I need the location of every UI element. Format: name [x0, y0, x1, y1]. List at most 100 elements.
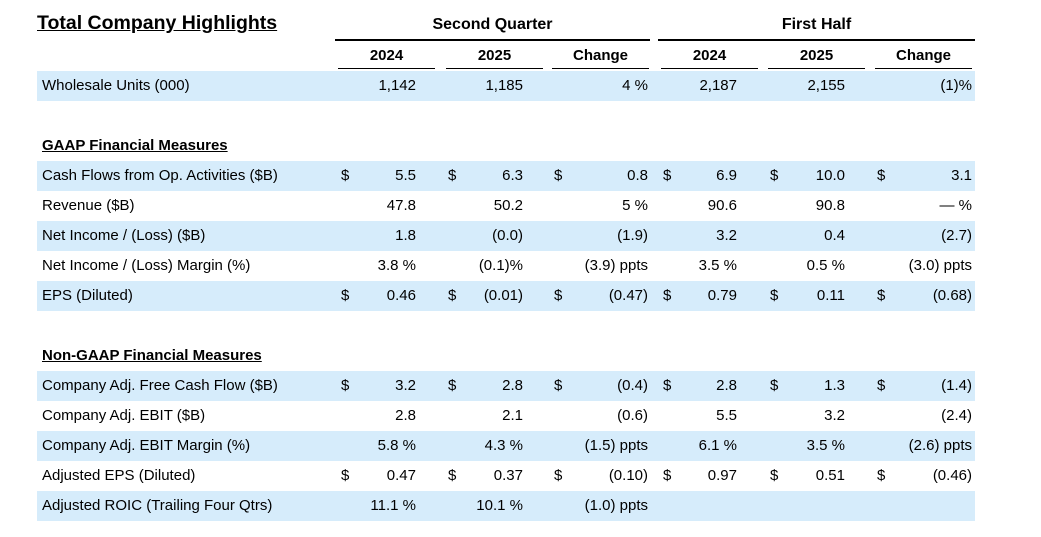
column-header: Change: [895, 47, 951, 64]
table-cell: 2.8: [502, 377, 523, 394]
currency-symbol: $: [663, 167, 672, 184]
currency-symbol: $: [341, 167, 350, 184]
group-rule-h1: [658, 39, 975, 41]
row-band: [37, 221, 975, 251]
table-cell: 1.3: [824, 377, 845, 394]
table-cell: 2,187: [699, 77, 737, 94]
table-cell: (1.9): [617, 227, 648, 244]
currency-symbol: $: [770, 467, 779, 484]
table-cell: (3.9) ppts: [584, 257, 648, 274]
currency-symbol: $: [341, 377, 350, 394]
row-label: Adjusted ROIC (Trailing Four Qtrs): [42, 497, 273, 514]
column-header: 2025: [799, 47, 834, 64]
page-title: Total Company Highlights: [37, 12, 278, 34]
table-cell: 3.2: [395, 377, 416, 394]
table-cell: 2,155: [807, 77, 845, 94]
table-cell: 5.5: [716, 407, 737, 424]
table-cell: 1.8: [395, 227, 416, 244]
column-header: 2024: [692, 47, 727, 64]
row-band: [37, 431, 975, 461]
table-cell: 5.8 %: [377, 437, 416, 454]
table-cell: 10.1 %: [476, 497, 523, 514]
table-cell: (0.46): [932, 467, 972, 484]
currency-symbol: $: [877, 287, 886, 304]
table-cell: 5.5: [395, 167, 416, 184]
currency-symbol: $: [770, 377, 779, 394]
table-cell: 0.97: [707, 467, 737, 484]
table-cell: (1.5) ppts: [584, 437, 648, 454]
currency-symbol: $: [877, 377, 886, 394]
table-cell: 90.6: [707, 197, 737, 214]
table-cell: 3.2: [824, 407, 845, 424]
column-header: 2025: [477, 47, 512, 64]
group-header-first-half: First Half: [781, 16, 852, 33]
row-band: [37, 161, 975, 191]
table-cell: 3.5 %: [806, 437, 845, 454]
currency-symbol: $: [770, 287, 779, 304]
table-cell: 50.2: [493, 197, 523, 214]
section-heading: Non-GAAP Financial Measures: [42, 347, 262, 364]
currency-symbol: $: [341, 287, 350, 304]
currency-symbol: $: [663, 377, 672, 394]
row-label: Net Income / (Loss) Margin (%): [42, 257, 251, 274]
column-header: Change: [572, 47, 628, 64]
table-cell: 47.8: [386, 197, 416, 214]
currency-symbol: $: [770, 167, 779, 184]
table-cell: 4.3 %: [484, 437, 523, 454]
table-cell: (2.4): [941, 407, 972, 424]
table-cell: 0.11: [816, 287, 845, 304]
table-cell: 90.8: [815, 197, 845, 214]
currency-symbol: $: [663, 467, 672, 484]
table-cell: 0.4: [824, 227, 845, 244]
table-cell: (0.1)%: [478, 257, 523, 274]
table-cell: (0.4): [617, 377, 648, 394]
table-cell: 6.9: [716, 167, 737, 184]
column-header-rule: [338, 68, 435, 69]
table-cell: 3.2: [716, 227, 737, 244]
row-label: Company Adj. Free Cash Flow ($B): [42, 377, 278, 394]
row-band: [37, 281, 975, 311]
row-label: EPS (Diluted): [42, 287, 133, 304]
currency-symbol: $: [663, 287, 672, 304]
table-cell: (1.4): [941, 377, 972, 394]
table-cell: 3.8 %: [377, 257, 416, 274]
currency-symbol: $: [448, 287, 457, 304]
table-cell: 2.8: [395, 407, 416, 424]
table-cell: 0.79: [707, 287, 737, 304]
section-heading: GAAP Financial Measures: [42, 137, 228, 154]
table-cell: 11.1 %: [370, 497, 416, 514]
table-cell: 1,142: [378, 77, 416, 94]
table-cell: 0.5 %: [806, 257, 845, 274]
table-cell: (0.01): [483, 287, 523, 304]
table-cell: (1.0) ppts: [584, 497, 648, 514]
table-cell: (3.0) ppts: [908, 257, 972, 274]
table-cell: 2.1: [502, 407, 523, 424]
table-cell: 0.37: [493, 467, 523, 484]
row-label: Company Adj. EBIT Margin (%): [42, 437, 251, 454]
table-cell: 10.0: [815, 167, 845, 184]
currency-symbol: $: [877, 167, 886, 184]
column-header-rule: [446, 68, 543, 69]
table-cell: — %: [939, 197, 972, 214]
group-header-second-quarter: Second Quarter: [432, 16, 553, 33]
column-header-rule: [552, 68, 649, 69]
table-cell: (1)%: [940, 77, 972, 94]
currency-symbol: $: [554, 287, 563, 304]
table-cell: 5 %: [622, 197, 648, 214]
currency-symbol: $: [554, 467, 563, 484]
currency-symbol: $: [554, 377, 563, 394]
currency-symbol: $: [341, 467, 350, 484]
table-cell: 0.8: [627, 167, 648, 184]
table-cell: (2.7): [941, 227, 972, 244]
table-cell: (0.10): [608, 467, 648, 484]
row-label: Adjusted EPS (Diluted): [42, 467, 196, 484]
currency-symbol: $: [877, 467, 886, 484]
row-label: Wholesale Units (000): [42, 77, 190, 94]
row-label: Company Adj. EBIT ($B): [42, 407, 206, 424]
row-label: Revenue ($B): [42, 197, 135, 214]
row-band: [37, 491, 975, 521]
table-cell: 3.1: [951, 167, 972, 184]
table-cell: 0.46: [386, 287, 416, 304]
group-rule-q2: [335, 39, 650, 41]
column-header-rule: [661, 68, 758, 69]
